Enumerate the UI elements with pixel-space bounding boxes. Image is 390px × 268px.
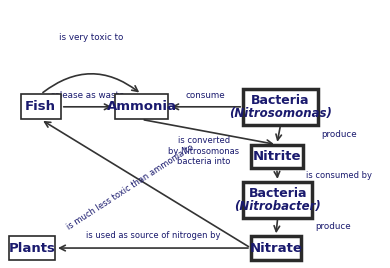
FancyBboxPatch shape xyxy=(243,89,318,125)
Text: Nitrite: Nitrite xyxy=(252,150,301,163)
Text: is much less toxic than ammonia to: is much less toxic than ammonia to xyxy=(65,143,195,232)
Text: produce: produce xyxy=(316,222,351,231)
FancyBboxPatch shape xyxy=(251,236,301,260)
Text: Nitrate: Nitrate xyxy=(249,241,302,255)
Text: release as waste: release as waste xyxy=(51,91,124,100)
Text: consume: consume xyxy=(186,91,225,100)
FancyBboxPatch shape xyxy=(115,94,168,120)
Text: is very toxic to: is very toxic to xyxy=(59,33,123,42)
Text: (Nitrobacter): (Nitrobacter) xyxy=(234,199,321,213)
FancyBboxPatch shape xyxy=(251,145,303,169)
FancyBboxPatch shape xyxy=(9,236,55,260)
Text: Bacteria: Bacteria xyxy=(251,94,310,107)
Text: produce: produce xyxy=(321,130,357,139)
Text: is converted
by Nitrosomonas
bacteria into: is converted by Nitrosomonas bacteria in… xyxy=(168,136,239,166)
Text: Bacteria: Bacteria xyxy=(248,187,307,200)
Text: (Nitrosomonas): (Nitrosomonas) xyxy=(229,107,332,120)
Text: Fish: Fish xyxy=(25,100,56,113)
FancyBboxPatch shape xyxy=(243,182,312,218)
Text: is consumed by: is consumed by xyxy=(306,171,372,180)
Text: Ammonia: Ammonia xyxy=(106,100,176,113)
FancyBboxPatch shape xyxy=(21,94,61,120)
Text: Plants: Plants xyxy=(9,241,55,255)
Text: is used as source of nitrogen by: is used as source of nitrogen by xyxy=(86,231,220,240)
